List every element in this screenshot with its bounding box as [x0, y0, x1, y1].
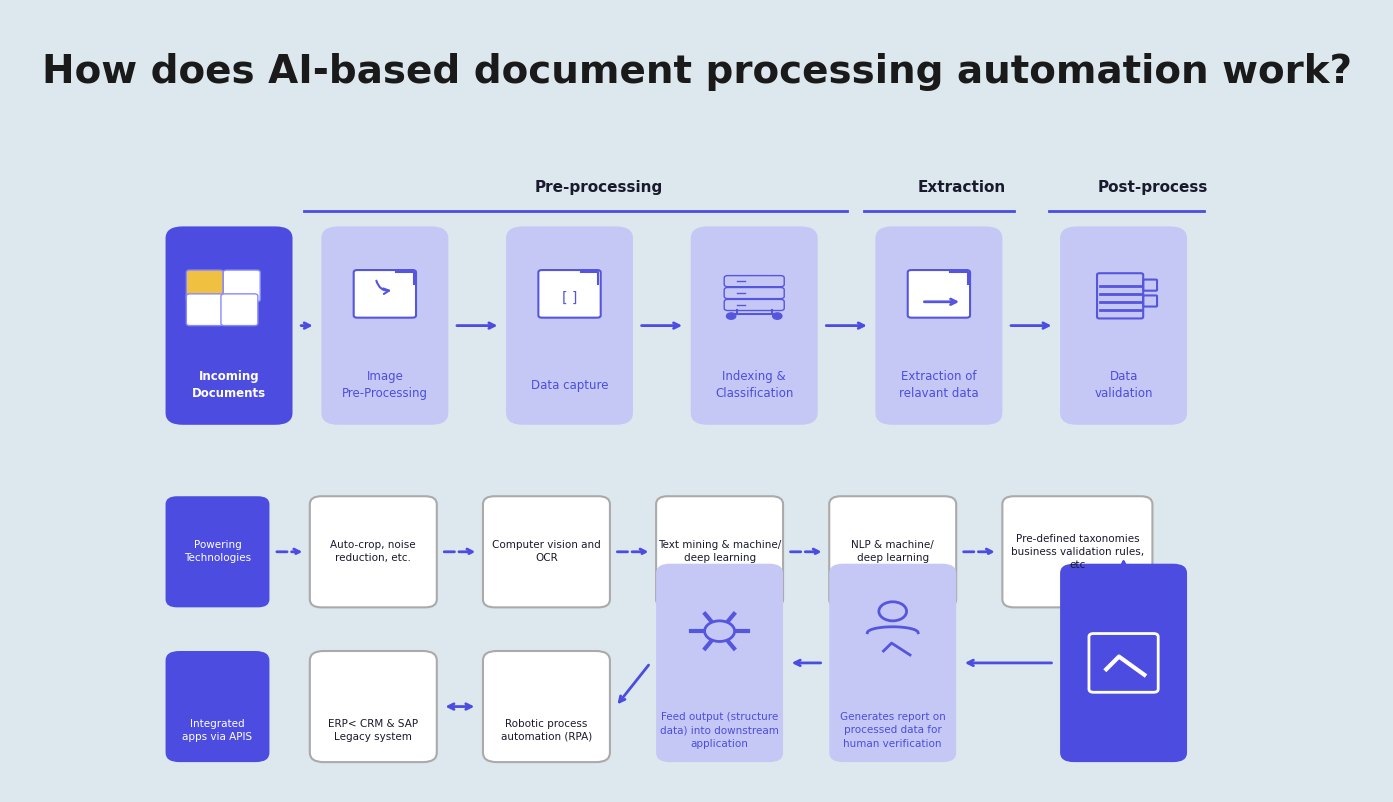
Text: Post-process: Post-process [1098, 180, 1208, 195]
Text: Pre-defined taxonomies
business validation rules,
etc: Pre-defined taxonomies business validati… [1011, 533, 1144, 570]
FancyBboxPatch shape [829, 496, 956, 607]
FancyBboxPatch shape [354, 270, 417, 318]
Text: Powering
Technologies: Powering Technologies [184, 541, 251, 563]
Text: Feed output (structure
data) into downstream
application: Feed output (structure data) into downst… [660, 712, 779, 748]
FancyBboxPatch shape [656, 496, 783, 607]
Text: Text mining & machine/
deep learning: Text mining & machine/ deep learning [657, 541, 781, 563]
FancyBboxPatch shape [166, 226, 293, 425]
FancyBboxPatch shape [908, 270, 970, 318]
Text: How does AI-based document processing automation work?: How does AI-based document processing au… [42, 53, 1351, 91]
FancyBboxPatch shape [691, 226, 818, 425]
Text: Auto-crop, noise
reduction, etc.: Auto-crop, noise reduction, etc. [330, 541, 417, 563]
FancyBboxPatch shape [1003, 496, 1152, 607]
Text: Indexing &
Classification: Indexing & Classification [715, 371, 794, 400]
Text: Data
validation: Data validation [1095, 371, 1153, 400]
FancyBboxPatch shape [223, 270, 260, 302]
Text: Incoming
Documents: Incoming Documents [192, 371, 266, 400]
FancyBboxPatch shape [166, 651, 269, 762]
Text: Pre-processing: Pre-processing [535, 180, 663, 195]
FancyBboxPatch shape [309, 496, 437, 607]
FancyBboxPatch shape [187, 270, 223, 302]
FancyBboxPatch shape [322, 226, 449, 425]
Text: Integrated
apps via APIS: Integrated apps via APIS [182, 719, 252, 742]
Text: Generates report on
processed data for
human verification: Generates report on processed data for h… [840, 712, 946, 748]
FancyBboxPatch shape [166, 496, 269, 607]
Text: Data capture: Data capture [531, 379, 609, 391]
FancyBboxPatch shape [875, 226, 1003, 425]
FancyBboxPatch shape [483, 496, 610, 607]
Text: Image
Pre-Processing: Image Pre-Processing [341, 371, 428, 400]
FancyBboxPatch shape [1060, 564, 1187, 762]
FancyBboxPatch shape [538, 270, 600, 318]
FancyBboxPatch shape [656, 564, 783, 762]
FancyBboxPatch shape [506, 226, 632, 425]
FancyBboxPatch shape [309, 651, 437, 762]
FancyBboxPatch shape [483, 651, 610, 762]
Text: Computer vision and
OCR: Computer vision and OCR [492, 541, 600, 563]
FancyBboxPatch shape [187, 294, 223, 326]
Text: Extraction of
relavant data: Extraction of relavant data [898, 371, 979, 400]
Text: ERP< CRM & SAP
Legacy system: ERP< CRM & SAP Legacy system [329, 719, 418, 742]
FancyBboxPatch shape [829, 564, 956, 762]
Text: NLP & machine/
deep learning: NLP & machine/ deep learning [851, 541, 935, 563]
Circle shape [773, 313, 781, 319]
FancyBboxPatch shape [1060, 226, 1187, 425]
Text: Extraction: Extraction [918, 180, 1006, 195]
Text: [ ]: [ ] [561, 291, 577, 305]
Text: Robotic process
automation (RPA): Robotic process automation (RPA) [501, 719, 592, 742]
FancyBboxPatch shape [221, 294, 258, 326]
Circle shape [727, 313, 736, 319]
